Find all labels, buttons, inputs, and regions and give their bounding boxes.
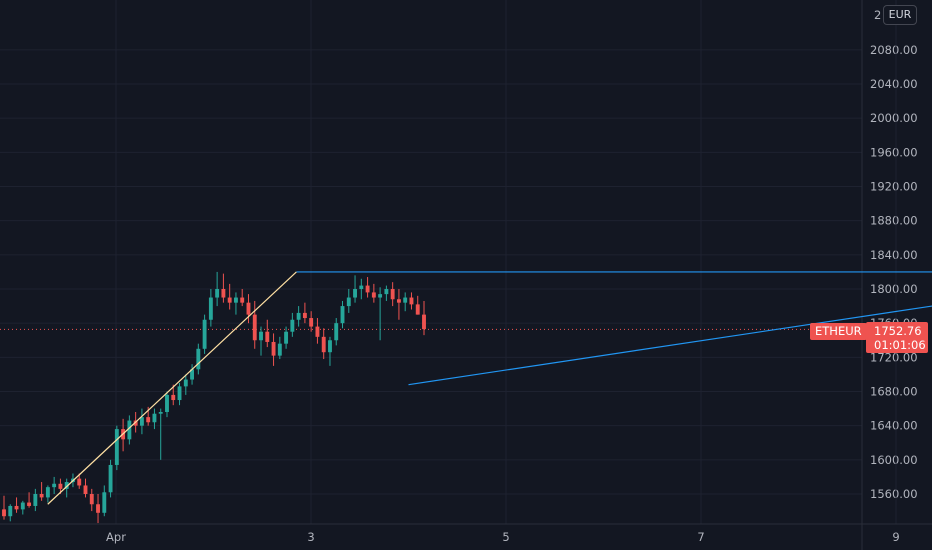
candle-down — [83, 485, 88, 494]
candle-down — [252, 314, 257, 341]
candle-down — [77, 478, 82, 486]
candle-up — [102, 492, 107, 513]
trend-line — [408, 305, 932, 386]
candle-down — [390, 289, 395, 300]
candle-down — [2, 509, 6, 517]
candle-up — [233, 297, 238, 303]
candle-down — [227, 297, 232, 303]
candle-up — [290, 319, 295, 332]
trend-line — [47, 271, 297, 505]
candle-up — [340, 306, 345, 324]
x-tick-label: 5 — [502, 530, 509, 544]
candle-up — [196, 348, 201, 370]
y-tick-label: 1720.00 — [870, 350, 918, 364]
last-price-value: 1752.76 — [874, 324, 922, 338]
candle-up — [259, 331, 263, 341]
candle-up — [353, 289, 357, 298]
candle-down — [409, 297, 414, 305]
y-tick-label: 1600.00 — [870, 453, 918, 467]
candle-down — [146, 417, 151, 423]
candle-up — [127, 420, 132, 440]
bar-countdown: 01:01:06 — [874, 338, 926, 352]
candle-down — [396, 299, 401, 303]
candle-up — [346, 297, 351, 307]
candle-up — [64, 482, 69, 489]
candle-up — [277, 343, 282, 356]
candle-down — [315, 326, 320, 337]
candle-up — [296, 312, 301, 320]
candle-up — [202, 319, 207, 349]
candle-up — [165, 394, 169, 412]
candle-up — [177, 386, 182, 401]
x-tick-label: 9 — [892, 530, 899, 544]
candle-down — [240, 297, 245, 303]
candle-down — [89, 494, 94, 505]
y-tick-label: 1560.00 — [870, 487, 918, 501]
candle-down — [96, 504, 100, 513]
y-tick-label: 1680.00 — [870, 385, 918, 399]
candle-up — [359, 285, 364, 289]
candle-down — [302, 312, 307, 319]
candle-up — [284, 331, 289, 344]
candle-down — [14, 505, 19, 510]
candle-down — [171, 394, 176, 401]
y-tick-label: 2040.00 — [870, 77, 918, 91]
candle-down — [309, 318, 314, 327]
candle-up — [52, 483, 57, 488]
candle-up — [158, 412, 163, 414]
x-tick-label: 7 — [697, 530, 704, 544]
candle-down — [221, 289, 226, 298]
candle-up — [328, 340, 332, 353]
candle-up — [208, 297, 213, 320]
candle-down — [415, 304, 420, 315]
y-tick-label: 1880.00 — [870, 214, 918, 228]
candle-down — [365, 285, 370, 293]
candle-up — [403, 297, 408, 303]
candle-down — [133, 420, 138, 426]
candle-down — [246, 302, 251, 315]
candle-up — [384, 289, 389, 295]
y-tick-label: 2000.00 — [870, 111, 918, 125]
x-tick-label: 3 — [307, 530, 314, 544]
candle-up — [114, 429, 119, 465]
candle-up — [183, 379, 188, 387]
y-tick-label-partial: 2 — [874, 8, 881, 22]
candle-up — [108, 464, 113, 493]
y-tick-label: 1840.00 — [870, 248, 918, 262]
y-tick-label: 1800.00 — [870, 282, 918, 296]
candle-down — [271, 341, 276, 356]
candle-up — [190, 369, 195, 380]
y-tick-label: 2080.00 — [870, 43, 918, 57]
candle-up — [378, 294, 383, 298]
currency-selector-button[interactable]: EUR — [883, 5, 917, 25]
x-tick-label: Apr — [106, 530, 126, 544]
candle-up — [152, 413, 157, 423]
y-tick-label: 1920.00 — [870, 180, 918, 194]
candle-up — [334, 323, 339, 341]
candle-up — [45, 487, 50, 498]
last-price-label: 1752.76 01:01:06 — [866, 322, 928, 353]
symbol-label: ETHEUR — [810, 323, 867, 340]
candle-down — [39, 494, 44, 498]
candle-up — [33, 494, 38, 506]
y-tick-label: 1960.00 — [870, 145, 918, 159]
candle-down — [27, 502, 32, 506]
candle-down — [371, 292, 376, 298]
candle-down — [58, 483, 63, 489]
candle-up — [215, 289, 220, 298]
candle-up — [139, 417, 144, 426]
candle-down — [265, 331, 270, 342]
candle-up — [20, 502, 25, 510]
candle-down — [321, 336, 326, 353]
candle-up — [8, 505, 13, 517]
candle-down — [422, 314, 426, 330]
y-tick-label: 1640.00 — [870, 419, 918, 433]
